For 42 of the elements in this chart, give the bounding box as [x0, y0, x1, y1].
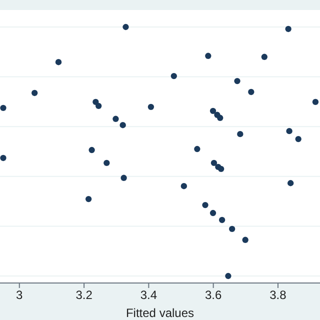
point — [228, 226, 236, 232]
point — [248, 88, 254, 96]
point — [120, 122, 126, 128]
x-tick-label: 3 — [16, 288, 24, 302]
point — [261, 54, 268, 60]
point — [122, 24, 129, 30]
point — [218, 216, 226, 224]
point — [85, 196, 92, 202]
point — [286, 128, 292, 134]
point — [285, 26, 292, 32]
x-tick-label: 3.6 — [204, 288, 222, 302]
x-tick-label: 3.2 — [76, 288, 93, 302]
point — [31, 90, 38, 96]
point — [217, 114, 224, 121]
point — [0, 104, 6, 112]
point — [95, 102, 102, 110]
point — [194, 146, 200, 152]
point — [237, 130, 244, 138]
x-axis-title: Fitted values — [126, 306, 194, 320]
point — [120, 174, 127, 181]
point — [287, 180, 294, 186]
x-tick-label: 3.8 — [270, 288, 287, 302]
point — [295, 136, 302, 142]
point — [180, 183, 188, 190]
point — [210, 160, 218, 166]
point — [234, 78, 240, 84]
point — [112, 116, 119, 122]
x-tick-label: 3.4 — [140, 288, 158, 302]
point — [104, 160, 110, 166]
point — [312, 98, 319, 106]
point — [202, 202, 208, 208]
point — [88, 146, 95, 154]
point — [218, 166, 224, 172]
point — [0, 154, 6, 162]
point — [148, 104, 154, 110]
point — [55, 59, 62, 66]
point — [205, 52, 212, 59]
point — [242, 236, 248, 243]
point — [210, 108, 216, 114]
point — [210, 210, 216, 216]
point — [170, 72, 177, 80]
point — [225, 272, 232, 280]
